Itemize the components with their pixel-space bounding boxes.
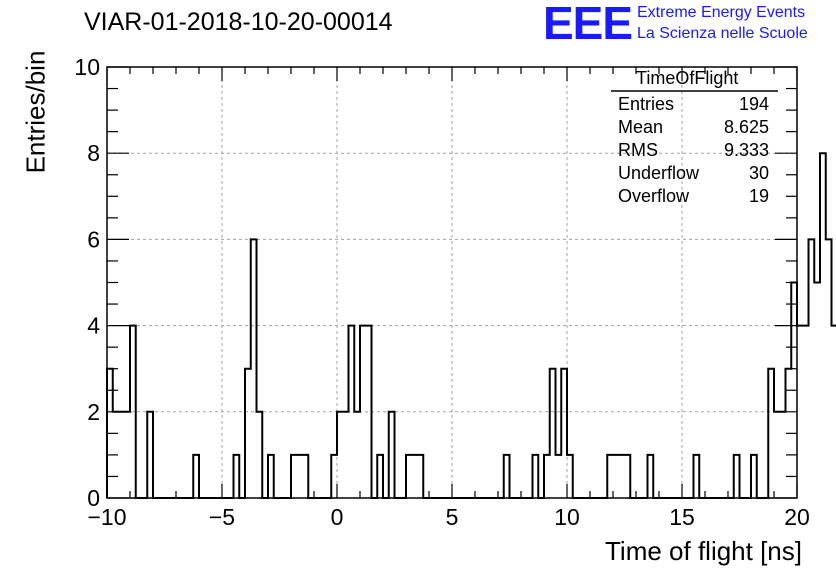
stats-label-overflow: Overflow xyxy=(618,186,690,206)
stats-label-entries: Entries xyxy=(618,94,675,114)
histogram-bin xyxy=(625,455,631,498)
histogram-bin xyxy=(544,455,550,498)
stats-value-mean: 8.625 xyxy=(723,117,769,137)
histogram-bin xyxy=(556,455,562,498)
y-tick-label: 0 xyxy=(87,485,100,511)
y-axis-label: Entries/bin xyxy=(20,50,51,174)
logo-line-2: La Scienza nelle Scuole xyxy=(637,25,808,42)
histogram-bin xyxy=(303,455,309,498)
histogram-bin xyxy=(550,369,556,498)
histogram-bin xyxy=(561,369,567,498)
y-tick-label: 6 xyxy=(87,226,100,252)
histogram-bin xyxy=(147,412,153,498)
y-tick-label: 8 xyxy=(87,140,100,166)
histogram-bin xyxy=(268,455,274,498)
histogram-bin xyxy=(751,455,757,498)
histogram-bin xyxy=(774,412,780,498)
histogram-bin xyxy=(820,153,826,498)
x-tick-label: −5 xyxy=(209,504,235,530)
x-axis-label: Time of flight [ns] xyxy=(605,536,802,566)
histogram-bin xyxy=(119,412,125,498)
histogram-bin xyxy=(567,455,573,498)
histogram-bin xyxy=(648,455,654,498)
histogram-bin xyxy=(533,455,539,498)
histogram-bin xyxy=(343,412,349,498)
stats-label-rms: RMS xyxy=(618,140,658,160)
histogram-bin xyxy=(694,455,700,498)
histogram-bin xyxy=(245,369,251,498)
x-tick-label: 20 xyxy=(784,504,810,530)
x-tick-label: 5 xyxy=(446,504,459,530)
histogram-bin xyxy=(337,412,343,498)
histogram-bin xyxy=(354,412,360,498)
y-tick-label: 10 xyxy=(74,54,100,80)
histogram-bin xyxy=(809,239,815,498)
histogram-bin xyxy=(832,326,836,498)
histogram-bin xyxy=(613,455,619,498)
y-tick-label: 2 xyxy=(87,399,100,425)
histogram-bin xyxy=(377,455,383,498)
chart-title: VIAR-01-2018-10-20-00014 xyxy=(84,8,393,36)
histogram-bin xyxy=(780,412,786,498)
x-tick-label: −10 xyxy=(87,504,126,530)
tick-labels: −10 −5 0 5 10 15 20 0 2 4 6 8 10 xyxy=(74,54,809,530)
histogram-bin xyxy=(412,455,418,498)
logo-line-1: Extreme Energy Events xyxy=(637,4,806,21)
histogram-outline xyxy=(106,152,836,499)
x-tick-label: 10 xyxy=(554,504,580,530)
histogram-bin xyxy=(797,326,803,498)
histogram-bin xyxy=(360,326,366,498)
stats-value-underflow: 30 xyxy=(748,163,769,183)
histogram-bin xyxy=(418,455,424,498)
histogram-bin xyxy=(803,326,809,498)
histogram-layer xyxy=(106,152,836,499)
stats-value-entries: 194 xyxy=(738,94,769,114)
histogram-bin xyxy=(607,455,613,498)
histogram-bin xyxy=(193,455,199,498)
histogram-bin xyxy=(389,412,395,498)
histogram-bin xyxy=(826,239,832,498)
axis-ticks xyxy=(106,66,798,499)
stats-label-underflow: Underflow xyxy=(618,163,700,183)
stats-title: TimeOfFlight xyxy=(636,68,739,88)
grid-layer xyxy=(107,66,797,498)
histogram-bin xyxy=(349,326,355,498)
histogram-bin xyxy=(619,455,625,498)
stats-label-mean: Mean xyxy=(618,117,664,137)
histogram-bin xyxy=(331,455,337,498)
histogram-bin xyxy=(814,283,820,499)
histogram-bin xyxy=(504,455,510,498)
y-tick-label: 4 xyxy=(87,313,100,339)
x-tick-label: 15 xyxy=(669,504,695,530)
histogram-bin xyxy=(768,369,774,498)
histogram-bin xyxy=(251,239,257,498)
histogram-bin xyxy=(234,455,240,498)
histogram-bin xyxy=(406,455,412,498)
histogram-bin xyxy=(297,455,303,498)
histogram-bin xyxy=(124,412,130,498)
histogram-bin xyxy=(291,455,297,498)
eee-logo: EEE xyxy=(543,0,633,49)
stats-value-rms: 9.333 xyxy=(723,140,769,160)
histogram-bin xyxy=(366,326,372,498)
histogram-bin xyxy=(257,412,263,498)
stats-value-overflow: 19 xyxy=(748,186,769,206)
histogram-bin xyxy=(130,326,136,498)
x-tick-label: 0 xyxy=(331,504,344,530)
histogram-bin xyxy=(734,455,740,498)
